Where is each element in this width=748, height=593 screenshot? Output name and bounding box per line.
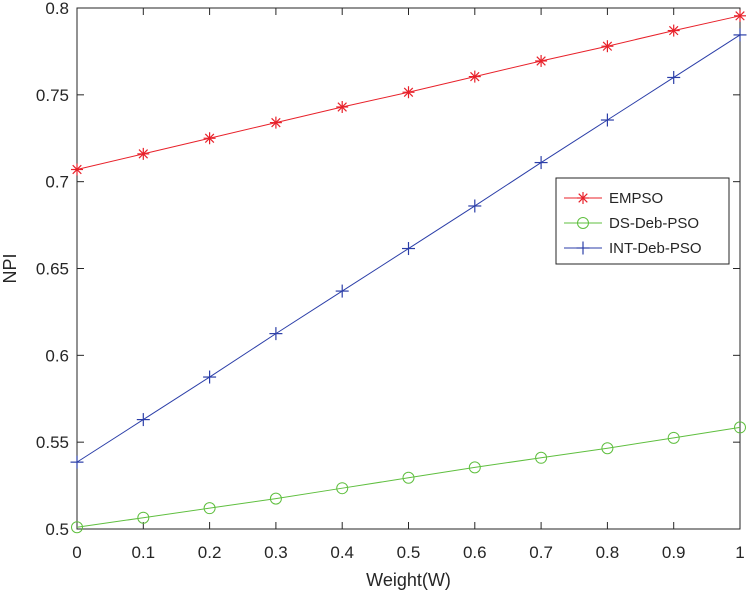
y-tick-label: 0.7 <box>45 173 69 192</box>
data-point-ds-deb-pso <box>535 451 548 464</box>
data-point-ds-deb-pso <box>734 421 746 434</box>
data-point-empso <box>734 9 746 22</box>
x-tick-label: 0.8 <box>596 543 620 562</box>
data-point-empso <box>535 54 548 67</box>
data-point-ds-deb-pso <box>269 492 282 505</box>
legend-marker <box>577 217 589 229</box>
data-point-ds-deb-pso <box>203 502 216 515</box>
data-point-ds-deb-pso <box>601 442 614 455</box>
x-axis-ticks: 0 0.1 0.2 0.3 0.4 0.5 0.6 0.7 0.8 0.9 1 <box>72 8 745 562</box>
data-point-empso <box>336 100 349 113</box>
axes-frame <box>76 7 741 530</box>
data-point-int-deb-pso <box>136 413 150 427</box>
data-point-int-deb-pso <box>335 284 349 298</box>
legend-label: EMPSO <box>609 190 663 207</box>
data-point-ds-deb-pso <box>402 471 415 484</box>
series-ds-deb-pso <box>71 421 746 534</box>
data-point-int-deb-pso <box>70 455 84 469</box>
data-point-ds-deb-pso <box>667 431 680 444</box>
x-tick-label: 0.6 <box>463 543 487 562</box>
x-tick-label: 0.1 <box>131 543 155 562</box>
data-point-int-deb-pso <box>667 70 681 84</box>
data-point-ds-deb-pso <box>468 461 481 474</box>
data-point-empso <box>402 86 415 99</box>
data-point-int-deb-pso <box>402 242 415 256</box>
legend-box <box>555 177 730 265</box>
data-point-ds-deb-pso <box>137 511 150 524</box>
data-point-empso <box>468 70 481 83</box>
y-tick-label: 0.75 <box>36 86 69 105</box>
legend-entry-ds-deb-pso: DS-Deb-PSO <box>564 215 699 232</box>
y-tick-label: 0.8 <box>45 0 69 18</box>
data-point-empso <box>71 163 83 176</box>
legend-label: INT-Deb-PSO <box>609 240 702 257</box>
x-tick-label: 0.9 <box>662 543 686 562</box>
data-point-empso <box>601 40 614 53</box>
data-point-int-deb-pso <box>468 199 482 213</box>
series-layer <box>70 9 747 534</box>
data-point-ds-deb-pso <box>336 482 349 495</box>
x-tick-label: 0.2 <box>198 543 222 562</box>
data-point-int-deb-pso <box>600 113 614 127</box>
series-empso <box>71 9 746 176</box>
plot-area <box>76 7 741 530</box>
series-line-ds-deb-pso <box>76 426 741 528</box>
x-tick-label: 1 <box>735 543 744 562</box>
legend-marker <box>577 192 589 204</box>
data-point-empso <box>137 147 150 160</box>
data-point-ds-deb-pso <box>71 521 83 534</box>
legend-label: DS-Deb-PSO <box>609 215 699 232</box>
legend: EMPSO DS-Deb-PSO INT-Deb-PSO <box>555 177 730 265</box>
legend-entry-empso: EMPSO <box>564 190 663 207</box>
x-tick-label: 0.3 <box>264 543 288 562</box>
y-axis-ticks: 0.5 0.55 0.6 0.65 0.7 0.75 0.8 <box>36 0 740 539</box>
legend-entry-int-deb-pso: INT-Deb-PSO <box>564 240 702 257</box>
x-axis-title: Weight(W) <box>366 570 451 590</box>
y-tick-label: 0.65 <box>36 260 69 279</box>
data-point-int-deb-pso <box>269 327 283 341</box>
data-point-int-deb-pso <box>733 28 747 42</box>
x-tick-label: 0.5 <box>397 543 421 562</box>
data-point-int-deb-pso <box>534 156 548 170</box>
data-point-empso <box>667 24 680 37</box>
y-tick-label: 0.55 <box>36 433 69 452</box>
x-tick-label: 0 <box>72 543 81 562</box>
y-tick-label: 0.5 <box>45 520 69 539</box>
y-axis-title: NPI <box>0 253 20 283</box>
y-tick-label: 0.6 <box>45 346 69 365</box>
series-int-deb-pso <box>70 28 747 469</box>
x-tick-label: 0.7 <box>529 543 553 562</box>
data-point-empso <box>269 116 282 129</box>
data-point-int-deb-pso <box>203 370 217 384</box>
legend-marker <box>576 241 590 255</box>
x-tick-label: 0.4 <box>330 543 354 562</box>
data-point-empso <box>203 132 216 145</box>
